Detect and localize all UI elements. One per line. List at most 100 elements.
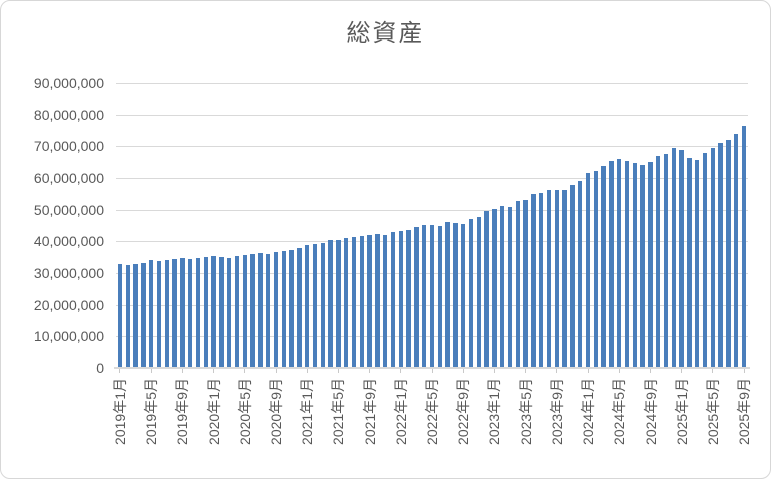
y-tick-label: 60,000,000 <box>33 170 104 186</box>
bar <box>585 173 591 368</box>
x-tick-label: 2020年1月 <box>205 378 222 445</box>
gridline <box>116 178 748 179</box>
x-tick-mark <box>712 369 714 373</box>
bar <box>570 184 575 368</box>
gridline <box>116 83 748 84</box>
bar <box>320 242 325 368</box>
x-tick-mark <box>369 369 371 373</box>
bar <box>172 259 177 368</box>
bar <box>133 264 138 368</box>
bar <box>414 227 419 368</box>
bar <box>734 133 739 368</box>
bar <box>484 211 489 368</box>
bar <box>398 231 403 368</box>
bar <box>281 251 286 368</box>
bar <box>562 190 567 368</box>
x-axis-ticks <box>116 369 748 374</box>
y-tick-label: 0 <box>96 360 104 376</box>
bar <box>390 232 396 368</box>
bar <box>601 166 606 368</box>
x-tick-label: 2022年5月 <box>424 378 440 445</box>
bar <box>453 222 458 368</box>
x-tick-label: 2019年9月 <box>174 378 191 445</box>
bar <box>492 208 497 368</box>
y-tick-label: 30,000,000 <box>33 265 104 281</box>
bar <box>117 264 123 368</box>
bar <box>617 158 622 368</box>
x-tick-mark <box>431 369 433 373</box>
bar <box>695 160 700 368</box>
x-axis: 2019年1月 2019年5月 2019年9月 2020年1月 2020年5月 2020年… <box>112 378 752 473</box>
bar <box>258 253 263 368</box>
x-tick-label: 2023年9月 <box>548 378 565 445</box>
bar <box>422 224 427 368</box>
y-axis: 0 10,000,000 20,000,000 30,000,000 40,000,00… <box>1 75 104 376</box>
bar <box>211 255 216 368</box>
bar <box>180 258 185 368</box>
x-tick-mark <box>493 369 495 373</box>
bar <box>445 222 450 368</box>
x-axis-line <box>114 367 750 369</box>
gridline <box>116 209 748 211</box>
x-tick-mark <box>618 369 620 373</box>
x-tick-label: 2019年5月 <box>143 378 160 445</box>
chart-title: 総資産 <box>346 20 425 47</box>
bar <box>203 256 208 368</box>
y-tick-label: 40,000,000 <box>33 233 104 250</box>
x-tick-label: 2020年9月 <box>268 378 284 445</box>
gridline <box>116 114 748 116</box>
bar <box>726 140 731 368</box>
x-tick-mark <box>650 369 651 373</box>
bar <box>718 143 723 368</box>
bar <box>289 249 294 368</box>
bar <box>687 158 692 368</box>
x-tick-mark <box>213 369 214 373</box>
bar <box>304 245 310 368</box>
bar <box>375 234 380 368</box>
x-tick-mark <box>275 369 277 373</box>
bar <box>148 260 154 368</box>
x-tick-label: 2023年5月 <box>517 378 534 445</box>
bar <box>265 253 271 368</box>
bar <box>242 255 247 368</box>
bar <box>632 163 638 368</box>
bar <box>141 262 146 368</box>
bar <box>156 261 162 368</box>
y-tick-label: 90,000,000 <box>33 75 104 91</box>
x-tick-label: 2024年5月 <box>611 378 628 445</box>
x-tick-mark <box>525 369 527 373</box>
bar <box>297 247 302 368</box>
x-tick-mark <box>556 369 558 373</box>
x-tick-mark <box>337 369 339 373</box>
bar <box>648 161 653 368</box>
x-tick-mark <box>181 369 183 373</box>
bar <box>515 201 521 368</box>
bar <box>710 147 716 368</box>
bar <box>531 193 536 368</box>
y-tick-label: 80,000,000 <box>33 106 104 123</box>
bar <box>656 156 661 368</box>
bar <box>593 170 599 368</box>
x-tick-label: 2021年9月 <box>361 378 378 445</box>
x-tick-mark <box>681 369 683 373</box>
y-tick-label: 50,000,000 <box>33 201 104 218</box>
bar <box>546 189 552 368</box>
bar <box>429 225 435 368</box>
bar <box>640 164 645 368</box>
bar <box>468 219 474 368</box>
x-tick-label: 2021年5月 <box>330 378 347 445</box>
bar <box>234 256 240 368</box>
bar <box>328 239 333 368</box>
bar <box>343 237 349 368</box>
bar <box>195 257 201 368</box>
x-tick-label: 2023年1月 <box>486 378 503 445</box>
bar <box>226 257 232 368</box>
bar <box>273 252 279 368</box>
bar <box>187 259 193 368</box>
bar <box>539 192 544 368</box>
bar <box>741 126 747 368</box>
bar <box>609 161 614 368</box>
bar <box>359 236 364 368</box>
bar <box>523 199 528 368</box>
